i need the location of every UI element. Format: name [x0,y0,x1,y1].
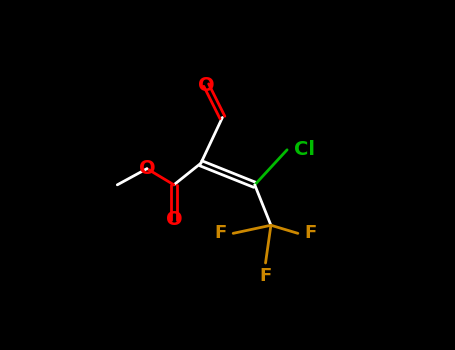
Text: O: O [198,76,215,94]
Text: O: O [139,159,155,178]
Text: O: O [166,210,182,229]
Text: F: F [304,224,317,242]
Text: F: F [214,224,227,242]
Text: F: F [259,267,272,285]
Text: Cl: Cl [294,140,315,159]
